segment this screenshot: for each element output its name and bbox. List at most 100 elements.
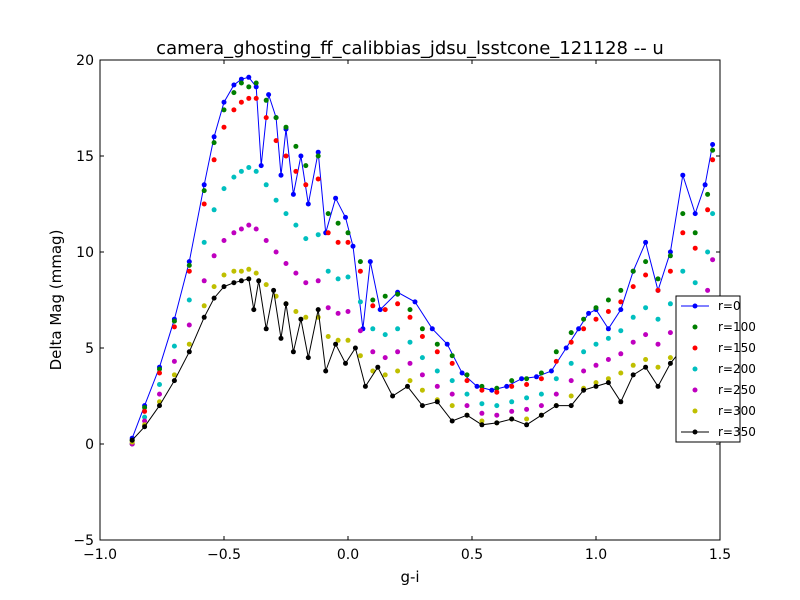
- data-point: [293, 168, 299, 174]
- data-point: [524, 382, 530, 387]
- data-point: [434, 349, 440, 355]
- legend-label: r=250: [718, 383, 756, 397]
- data-point: [479, 401, 485, 407]
- data-point: [315, 307, 321, 313]
- data-point: [667, 268, 673, 274]
- data-point: [273, 115, 279, 121]
- data-point: [325, 211, 331, 217]
- y-tick-label: 5: [85, 341, 94, 357]
- data-point: [479, 418, 485, 424]
- data-point: [581, 387, 587, 393]
- data-point: [464, 378, 470, 384]
- legend-item: r=150: [692, 341, 756, 355]
- data-point: [395, 326, 401, 332]
- data-point: [655, 383, 661, 389]
- data-point: [263, 115, 269, 121]
- x-tick-label: −0.5: [207, 547, 241, 563]
- data-point: [201, 182, 207, 188]
- x-tick-label: −1.0: [83, 547, 117, 563]
- data-point: [581, 316, 587, 322]
- data-point: [605, 326, 611, 332]
- data-point: [231, 280, 237, 286]
- data-point: [290, 349, 296, 355]
- data-point: [352, 345, 358, 351]
- data-point: [370, 303, 376, 309]
- data-point: [667, 360, 673, 366]
- data-point: [494, 420, 500, 426]
- data-point: [692, 245, 698, 251]
- data-point: [221, 284, 227, 290]
- data-point: [278, 172, 284, 178]
- data-point: [692, 280, 698, 286]
- legend-item: r=300: [692, 404, 756, 418]
- data-point: [419, 334, 425, 339]
- data-point: [246, 222, 252, 228]
- data-point: [643, 259, 649, 265]
- data-point: [538, 412, 544, 418]
- data-point: [419, 372, 425, 378]
- legend-item: r=0: [681, 299, 741, 313]
- data-point: [563, 345, 569, 351]
- data-point: [246, 84, 252, 90]
- data-point: [509, 399, 515, 405]
- data-point: [593, 380, 599, 386]
- data-point: [509, 383, 515, 389]
- data-point: [283, 261, 289, 266]
- data-point: [407, 307, 413, 313]
- data-point: [449, 403, 455, 409]
- data-point: [186, 341, 192, 347]
- data-point: [395, 291, 401, 297]
- data-point: [705, 287, 711, 293]
- legend-item: r=350: [681, 425, 756, 439]
- data-point: [382, 307, 388, 313]
- data-point: [630, 314, 636, 320]
- data-point: [449, 360, 455, 366]
- data-point: [238, 226, 244, 232]
- data-point: [171, 378, 177, 384]
- data-point: [548, 368, 554, 374]
- data-point: [357, 268, 363, 274]
- data-point: [333, 341, 339, 347]
- data-point: [370, 326, 376, 332]
- data-point: [298, 153, 304, 159]
- data-point: [705, 191, 711, 197]
- data-point: [509, 378, 515, 384]
- x-tick-label: 1.0: [585, 547, 607, 563]
- data-point: [449, 353, 455, 359]
- data-point: [201, 201, 207, 207]
- data-point: [630, 284, 636, 290]
- data-point: [479, 422, 485, 428]
- data-point: [273, 138, 279, 144]
- data-point: [283, 153, 289, 159]
- data-point: [293, 222, 299, 228]
- legend-marker: [692, 324, 698, 330]
- data-point: [568, 360, 574, 366]
- series-r-150: [129, 95, 716, 447]
- data-point: [221, 238, 227, 243]
- data-point: [335, 310, 341, 316]
- data-point: [667, 249, 673, 255]
- data-point: [494, 412, 500, 418]
- x-tick-label: 1.5: [709, 547, 731, 563]
- data-point: [238, 99, 244, 105]
- data-point: [655, 316, 661, 322]
- data-point: [335, 276, 341, 282]
- data-point: [524, 376, 530, 382]
- data-point: [142, 424, 148, 430]
- data-point: [238, 80, 244, 86]
- data-point: [680, 211, 686, 217]
- data-point: [519, 376, 525, 382]
- series-line: [131, 278, 714, 441]
- data-point: [412, 299, 418, 305]
- data-point: [211, 284, 217, 290]
- data-point: [142, 418, 148, 424]
- data-point: [315, 278, 321, 284]
- data-point: [157, 370, 162, 376]
- data-point: [553, 391, 559, 397]
- data-point: [171, 318, 177, 324]
- data-point: [263, 238, 269, 243]
- data-point: [489, 387, 495, 393]
- data-point: [201, 278, 207, 284]
- legend-marker: [692, 345, 698, 351]
- legend-label: r=300: [718, 404, 756, 418]
